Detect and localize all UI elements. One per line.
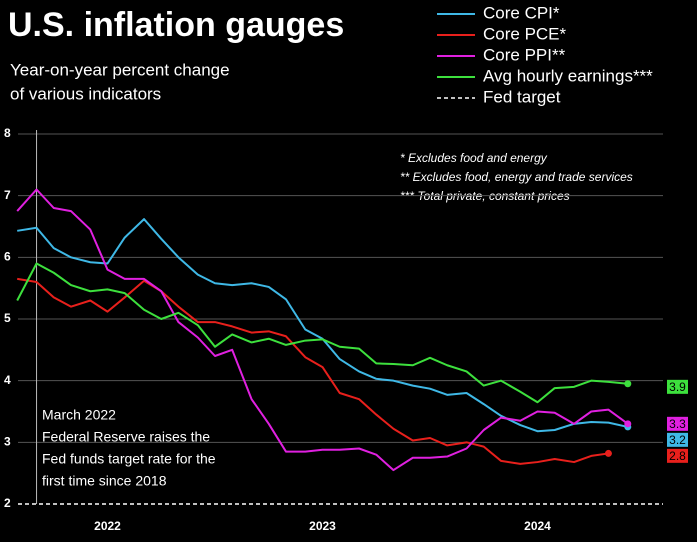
subtitle: of various indicators xyxy=(10,84,161,103)
annotation: first time since 2018 xyxy=(42,473,167,489)
x-tick-label: 2022 xyxy=(94,519,121,533)
end-label: 2.8 xyxy=(669,449,686,463)
y-tick-label: 6 xyxy=(4,250,11,264)
series-line xyxy=(17,218,629,433)
end-label-box xyxy=(667,448,688,463)
annotation: March 2022 xyxy=(42,407,116,423)
note: ** Excludes food, energy and trade servi… xyxy=(400,170,633,184)
end-marker xyxy=(624,420,632,428)
end-label-box xyxy=(667,416,688,431)
end-label-box xyxy=(667,379,688,394)
annotation: Fed funds target rate for the xyxy=(42,451,216,467)
end-marker xyxy=(604,449,612,457)
series-line xyxy=(16,188,629,472)
legend-label: Core PCE* xyxy=(483,24,567,43)
note: * Excludes food and energy xyxy=(400,151,548,165)
legend-label: Core PPI** xyxy=(483,45,566,64)
y-tick-label: 3 xyxy=(4,435,11,449)
series-line xyxy=(16,262,628,404)
y-tick-label: 8 xyxy=(4,126,11,140)
note: *** Total private, constant prices xyxy=(400,189,570,203)
end-label: 3.9 xyxy=(669,380,686,394)
x-tick-label: 2023 xyxy=(309,519,336,533)
x-tick-label: 2024 xyxy=(524,519,551,533)
y-tick-label: 4 xyxy=(4,373,11,387)
end-marker xyxy=(624,380,632,388)
end-label: 3.2 xyxy=(669,433,686,447)
series-line xyxy=(17,277,609,465)
y-tick-label: 5 xyxy=(4,311,11,325)
annotation: Federal Reserve raises the xyxy=(42,429,210,445)
legend-label: Avg hourly earnings*** xyxy=(483,66,653,85)
chart-title: U.S. inflation gauges xyxy=(8,6,344,44)
legend-label: Fed target xyxy=(483,87,561,106)
end-label-box xyxy=(667,432,688,447)
subtitle: Year-on-year percent change xyxy=(10,60,230,79)
y-tick-label: 7 xyxy=(4,188,11,202)
legend-label: Core CPI* xyxy=(483,3,560,22)
y-tick-label: 2 xyxy=(4,496,11,510)
end-label: 3.3 xyxy=(669,417,686,431)
